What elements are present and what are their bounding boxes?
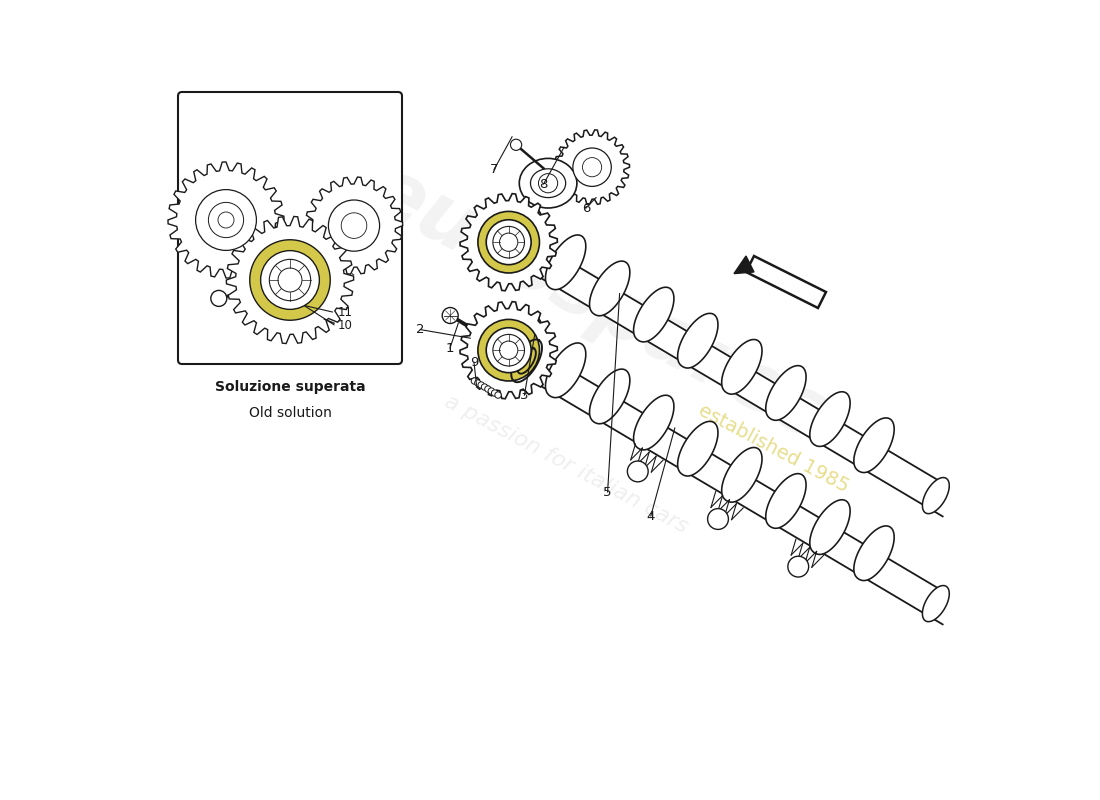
Polygon shape — [460, 302, 558, 398]
Text: 6: 6 — [582, 202, 591, 214]
Polygon shape — [590, 261, 630, 316]
Circle shape — [499, 233, 518, 251]
Circle shape — [208, 202, 243, 238]
Ellipse shape — [519, 158, 576, 208]
Polygon shape — [471, 320, 957, 624]
Polygon shape — [634, 395, 674, 450]
Text: 1: 1 — [446, 342, 454, 354]
Polygon shape — [502, 209, 542, 263]
Circle shape — [270, 259, 310, 301]
Circle shape — [474, 380, 481, 386]
Polygon shape — [810, 500, 850, 554]
Polygon shape — [512, 339, 542, 382]
Polygon shape — [634, 287, 674, 342]
Text: 11: 11 — [338, 306, 352, 318]
Text: a passion for italian cars: a passion for italian cars — [441, 391, 691, 537]
Circle shape — [788, 556, 808, 577]
Circle shape — [211, 290, 227, 306]
Circle shape — [485, 386, 491, 392]
Circle shape — [583, 158, 602, 177]
Circle shape — [329, 200, 379, 251]
Polygon shape — [854, 526, 894, 581]
Circle shape — [477, 211, 539, 273]
Circle shape — [218, 212, 234, 228]
Circle shape — [707, 509, 728, 530]
Text: established 1985: established 1985 — [695, 400, 852, 496]
Text: 7: 7 — [490, 163, 498, 176]
Text: Soluzione superata: Soluzione superata — [214, 380, 365, 394]
Circle shape — [493, 226, 525, 258]
Circle shape — [442, 307, 459, 323]
Polygon shape — [678, 422, 718, 476]
Circle shape — [250, 240, 330, 320]
Circle shape — [486, 328, 531, 373]
Polygon shape — [766, 474, 806, 528]
Circle shape — [471, 378, 477, 384]
Circle shape — [261, 250, 319, 310]
Text: Old solution: Old solution — [249, 406, 331, 421]
Circle shape — [492, 390, 498, 396]
Text: 10: 10 — [338, 319, 352, 332]
Circle shape — [341, 213, 366, 238]
Circle shape — [495, 392, 502, 398]
Circle shape — [510, 139, 521, 150]
Circle shape — [493, 334, 525, 366]
Circle shape — [477, 319, 539, 381]
Text: 5: 5 — [603, 486, 612, 498]
Polygon shape — [746, 256, 826, 308]
Polygon shape — [810, 392, 850, 446]
Circle shape — [478, 382, 484, 388]
Text: 9: 9 — [470, 356, 478, 369]
Circle shape — [488, 388, 495, 394]
Polygon shape — [722, 339, 762, 394]
Polygon shape — [546, 343, 586, 398]
Polygon shape — [722, 447, 762, 502]
Polygon shape — [923, 478, 949, 514]
Polygon shape — [554, 130, 629, 205]
Circle shape — [278, 268, 303, 292]
Circle shape — [482, 384, 487, 390]
Polygon shape — [460, 194, 558, 290]
Polygon shape — [923, 586, 949, 622]
Polygon shape — [478, 322, 506, 358]
Polygon shape — [227, 217, 353, 343]
Circle shape — [196, 190, 256, 250]
Text: eurospares: eurospares — [355, 150, 842, 458]
Polygon shape — [478, 214, 506, 250]
Polygon shape — [854, 418, 894, 473]
Ellipse shape — [530, 169, 565, 198]
Polygon shape — [766, 366, 806, 420]
Text: 4: 4 — [647, 510, 654, 522]
Polygon shape — [546, 235, 586, 290]
Text: 3: 3 — [520, 389, 529, 402]
FancyBboxPatch shape — [178, 92, 402, 364]
Polygon shape — [306, 177, 403, 274]
Text: 8: 8 — [539, 178, 548, 190]
Circle shape — [573, 148, 612, 186]
Circle shape — [627, 461, 648, 482]
Text: 2: 2 — [416, 323, 425, 336]
Polygon shape — [502, 317, 542, 371]
Polygon shape — [590, 369, 630, 424]
Circle shape — [499, 341, 518, 359]
Circle shape — [539, 174, 558, 193]
Polygon shape — [471, 212, 957, 516]
Polygon shape — [168, 162, 284, 278]
Circle shape — [486, 220, 531, 265]
Polygon shape — [678, 314, 718, 368]
Polygon shape — [734, 256, 754, 274]
